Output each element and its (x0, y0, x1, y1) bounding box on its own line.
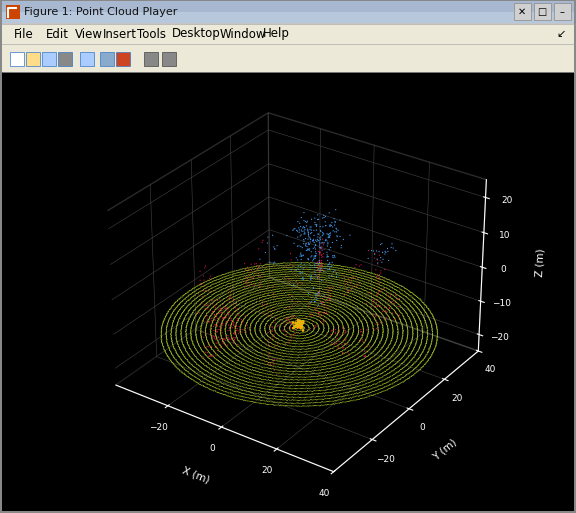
Text: ✕: ✕ (518, 7, 526, 17)
Bar (554, 3, 571, 20)
Bar (2, 72, 574, 511)
Bar (10, 52, 24, 66)
Text: Edit: Edit (46, 28, 69, 41)
Text: □: □ (537, 7, 547, 17)
Bar (42, 52, 56, 66)
Bar (6, 5, 20, 19)
Bar (144, 52, 158, 66)
Bar (514, 3, 531, 20)
Bar (116, 52, 130, 66)
Text: File: File (14, 28, 34, 41)
Text: –: – (559, 7, 564, 17)
Text: Figure 1: Point Cloud Player: Figure 1: Point Cloud Player (24, 7, 177, 17)
Text: Tools: Tools (137, 28, 166, 41)
Y-axis label: Y (m): Y (m) (431, 437, 458, 462)
Bar (80, 52, 94, 66)
Text: Insert: Insert (103, 28, 137, 41)
Bar (2, 12, 574, 23)
Bar (534, 3, 551, 20)
Text: Help: Help (263, 28, 290, 41)
Text: Desktop: Desktop (172, 28, 221, 41)
Bar (58, 52, 72, 66)
X-axis label: X (m): X (m) (181, 465, 211, 485)
Bar (100, 52, 114, 66)
Bar (162, 52, 176, 66)
Text: Window: Window (220, 28, 267, 41)
Bar (26, 52, 40, 66)
Bar (2, 24, 574, 44)
Bar (2, 1, 574, 23)
Text: ↙: ↙ (556, 29, 566, 39)
Bar (2, 44, 574, 72)
Text: View: View (75, 28, 103, 41)
